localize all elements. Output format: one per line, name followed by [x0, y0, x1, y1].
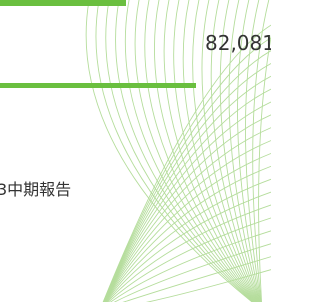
page: 82,081 3中期報告 [0, 0, 271, 302]
top-bar [0, 0, 126, 6]
report-title: 3中期報告 [0, 176, 71, 200]
divider [0, 83, 196, 88]
figure-value: 82,081 [205, 31, 271, 55]
